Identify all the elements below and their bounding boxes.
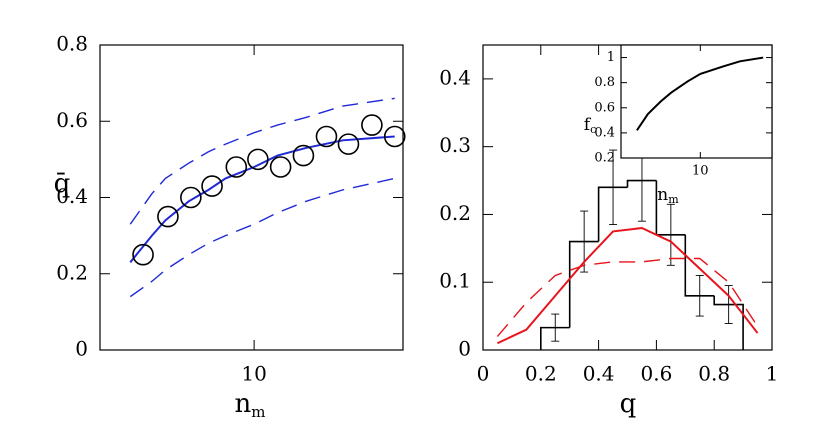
data-point (292, 144, 315, 167)
y-tick-label: 0.2 (56, 260, 88, 284)
data-point (383, 125, 406, 148)
x-tick-label: 0.2 (525, 362, 557, 386)
y-axis-label: q̄ (54, 169, 71, 199)
x-tick-label: 1 (766, 362, 779, 386)
y-tick-label: 0.1 (439, 269, 471, 293)
x-axis-label-sub: m (251, 403, 265, 421)
line-series (636, 56, 764, 131)
plot-frame (99, 44, 404, 351)
x-tick-label: 10 (241, 362, 266, 386)
histogram-bin (597, 186, 628, 242)
y-tick-label: 0.2 (439, 201, 471, 225)
line-series (129, 97, 395, 225)
error-bar (695, 274, 704, 317)
histogram-bin (540, 326, 570, 350)
x-axis-label: nm (235, 389, 266, 421)
y-axis-label-sub: c (590, 123, 596, 136)
y-tick-label: 0.4 (56, 184, 88, 208)
y-tick-label: 0 (75, 337, 88, 361)
data-point (132, 243, 154, 266)
line-series (129, 177, 395, 298)
data-point (269, 156, 292, 178)
x-axis-label: q (620, 389, 637, 419)
y-axis-label-main: q̄ (54, 169, 71, 199)
y-tick-label: 0 (458, 337, 471, 361)
y-tick-label: 0.6 (594, 100, 615, 115)
data-point (361, 114, 383, 136)
y-tick-label: 0.8 (594, 75, 615, 90)
y-axis-label-main: f (584, 115, 592, 135)
error-bar (551, 313, 560, 342)
x-tick-label: 0.4 (583, 362, 615, 386)
x-axis-label: nm (657, 185, 679, 207)
data-point (225, 156, 248, 178)
histogram-bin (626, 179, 657, 188)
y-tick-label: 1 (607, 50, 615, 65)
data-point (315, 125, 338, 148)
y-tick-label: 0.4 (594, 125, 615, 140)
line-series (129, 135, 395, 263)
plot-frame (620, 44, 773, 159)
y-axis-label: fc (584, 115, 596, 137)
y-tick-label: 0.2 (594, 151, 615, 166)
y-tick-label: 0.8 (56, 32, 88, 56)
data-point (337, 133, 360, 155)
error-bar (724, 285, 733, 325)
data-point (247, 148, 269, 171)
x-tick-label: 10 (692, 164, 709, 179)
line-series (497, 226, 759, 345)
x-tick-label: 0 (477, 362, 490, 386)
error-bar (666, 203, 675, 266)
x-axis-label-main: q (620, 389, 637, 419)
error-bar (609, 149, 618, 226)
histogram-bin (568, 240, 599, 328)
x-axis-label-main: n (657, 185, 668, 205)
x-tick-label: 0.8 (698, 362, 730, 386)
inset-background (621, 45, 772, 158)
x-tick-label: 0.6 (640, 362, 672, 386)
data-point (157, 205, 179, 228)
y-tick-label: 0.6 (56, 108, 88, 132)
y-tick-label: 0.4 (439, 65, 471, 89)
x-axis-label-main: n (235, 389, 252, 419)
data-point (180, 186, 202, 209)
data-point (201, 175, 223, 197)
line-series (496, 257, 759, 337)
x-axis-label-sub: m (668, 193, 679, 206)
y-tick-label: 0.3 (439, 133, 471, 157)
